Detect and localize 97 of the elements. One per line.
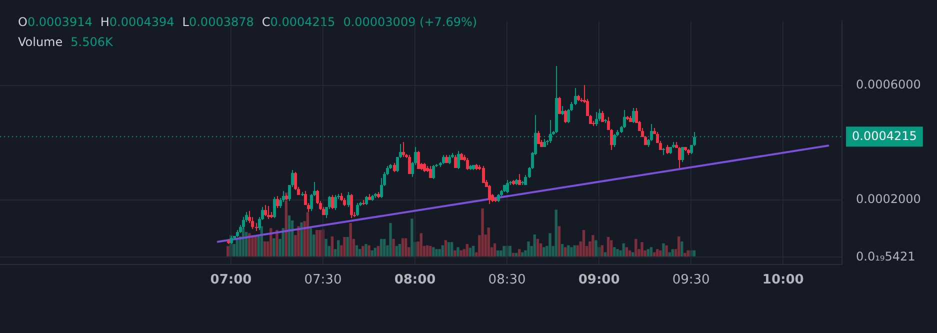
bar xyxy=(368,245,370,256)
bar xyxy=(656,249,659,256)
bar xyxy=(539,243,542,256)
x-tick-label: 09:30 xyxy=(672,272,710,288)
bar xyxy=(536,238,540,256)
bar xyxy=(616,249,619,256)
bar xyxy=(680,241,684,256)
annotation: Volume xyxy=(18,35,63,49)
bar xyxy=(610,240,613,256)
annotation: 0.0003914 xyxy=(27,15,92,29)
bar xyxy=(646,249,650,256)
bar xyxy=(392,238,395,256)
bar xyxy=(432,247,435,256)
bar xyxy=(518,249,521,256)
annotation: 0.00003009 (+7.69%) xyxy=(343,15,478,29)
annotation: C xyxy=(262,15,270,29)
annotation: 0.0004394 xyxy=(109,15,174,29)
bar xyxy=(677,236,680,256)
bar xyxy=(640,242,644,256)
bar xyxy=(582,230,586,256)
bar xyxy=(410,218,414,256)
bar xyxy=(435,249,438,256)
bar xyxy=(613,247,616,256)
annotation: H xyxy=(100,15,110,29)
annotation: O xyxy=(18,15,28,29)
bar xyxy=(558,226,561,256)
bar xyxy=(466,244,468,256)
bar xyxy=(570,247,573,256)
bar xyxy=(650,247,653,256)
annotation: 0.0003878 xyxy=(188,15,254,29)
bar xyxy=(662,243,665,256)
bar xyxy=(358,249,362,256)
bar xyxy=(542,247,546,256)
bar xyxy=(398,244,402,256)
bar xyxy=(343,237,346,256)
bar xyxy=(438,249,441,256)
annotation: L xyxy=(182,15,189,29)
bar xyxy=(309,228,312,256)
bar xyxy=(401,238,404,256)
bar xyxy=(460,250,462,256)
bar xyxy=(276,230,278,256)
y-tick-label: 0.0006000 xyxy=(856,78,921,92)
x-tick-label: 10:00 xyxy=(762,272,804,288)
bar xyxy=(686,250,690,256)
bar xyxy=(337,240,340,256)
bar xyxy=(481,208,484,256)
annotation: 5.506K xyxy=(70,35,113,49)
bar xyxy=(364,244,368,256)
x-tick-label: 09:00 xyxy=(578,272,620,288)
bar xyxy=(554,210,558,256)
bar xyxy=(346,237,349,256)
x-tick-label: 07:30 xyxy=(304,272,342,288)
x-tick-label: 08:00 xyxy=(394,272,436,288)
x-tick-label: 07:00 xyxy=(210,272,252,288)
bar xyxy=(548,233,552,256)
bar xyxy=(316,230,318,256)
bar xyxy=(420,233,422,256)
bar xyxy=(533,234,536,256)
bar xyxy=(330,236,334,256)
bar xyxy=(263,241,266,256)
y-tick-label: 0.0002000 xyxy=(856,192,921,206)
bar xyxy=(318,230,322,256)
bar xyxy=(450,242,454,256)
bar xyxy=(634,238,638,256)
bar xyxy=(527,241,530,256)
bar xyxy=(606,237,610,256)
bar xyxy=(502,246,506,256)
bar xyxy=(665,245,668,256)
bar xyxy=(573,245,576,256)
bar xyxy=(487,227,490,256)
bar xyxy=(383,238,386,256)
y-tick-label: 0.0₁₉5421 xyxy=(856,249,916,264)
bar xyxy=(447,242,450,256)
x-tick-label: 08:30 xyxy=(488,272,526,288)
bar xyxy=(324,238,328,256)
bar xyxy=(300,222,303,256)
bar xyxy=(380,238,383,256)
bar xyxy=(592,235,594,256)
bar xyxy=(444,240,448,256)
bar xyxy=(560,244,564,256)
bar xyxy=(684,252,686,256)
bar xyxy=(622,243,625,256)
bar xyxy=(389,223,392,256)
annotation: 0.0004215 xyxy=(270,15,336,29)
bar xyxy=(456,247,460,256)
bar xyxy=(404,238,408,256)
bar xyxy=(493,243,496,256)
bar xyxy=(254,235,257,256)
bar xyxy=(594,240,598,256)
bar xyxy=(272,238,276,256)
bar xyxy=(625,247,628,256)
bar xyxy=(297,226,300,256)
bar xyxy=(251,235,254,256)
bar xyxy=(564,247,567,256)
ref-line-label: 0.0004215 xyxy=(852,128,917,143)
bar xyxy=(349,223,352,256)
bar xyxy=(671,249,674,256)
